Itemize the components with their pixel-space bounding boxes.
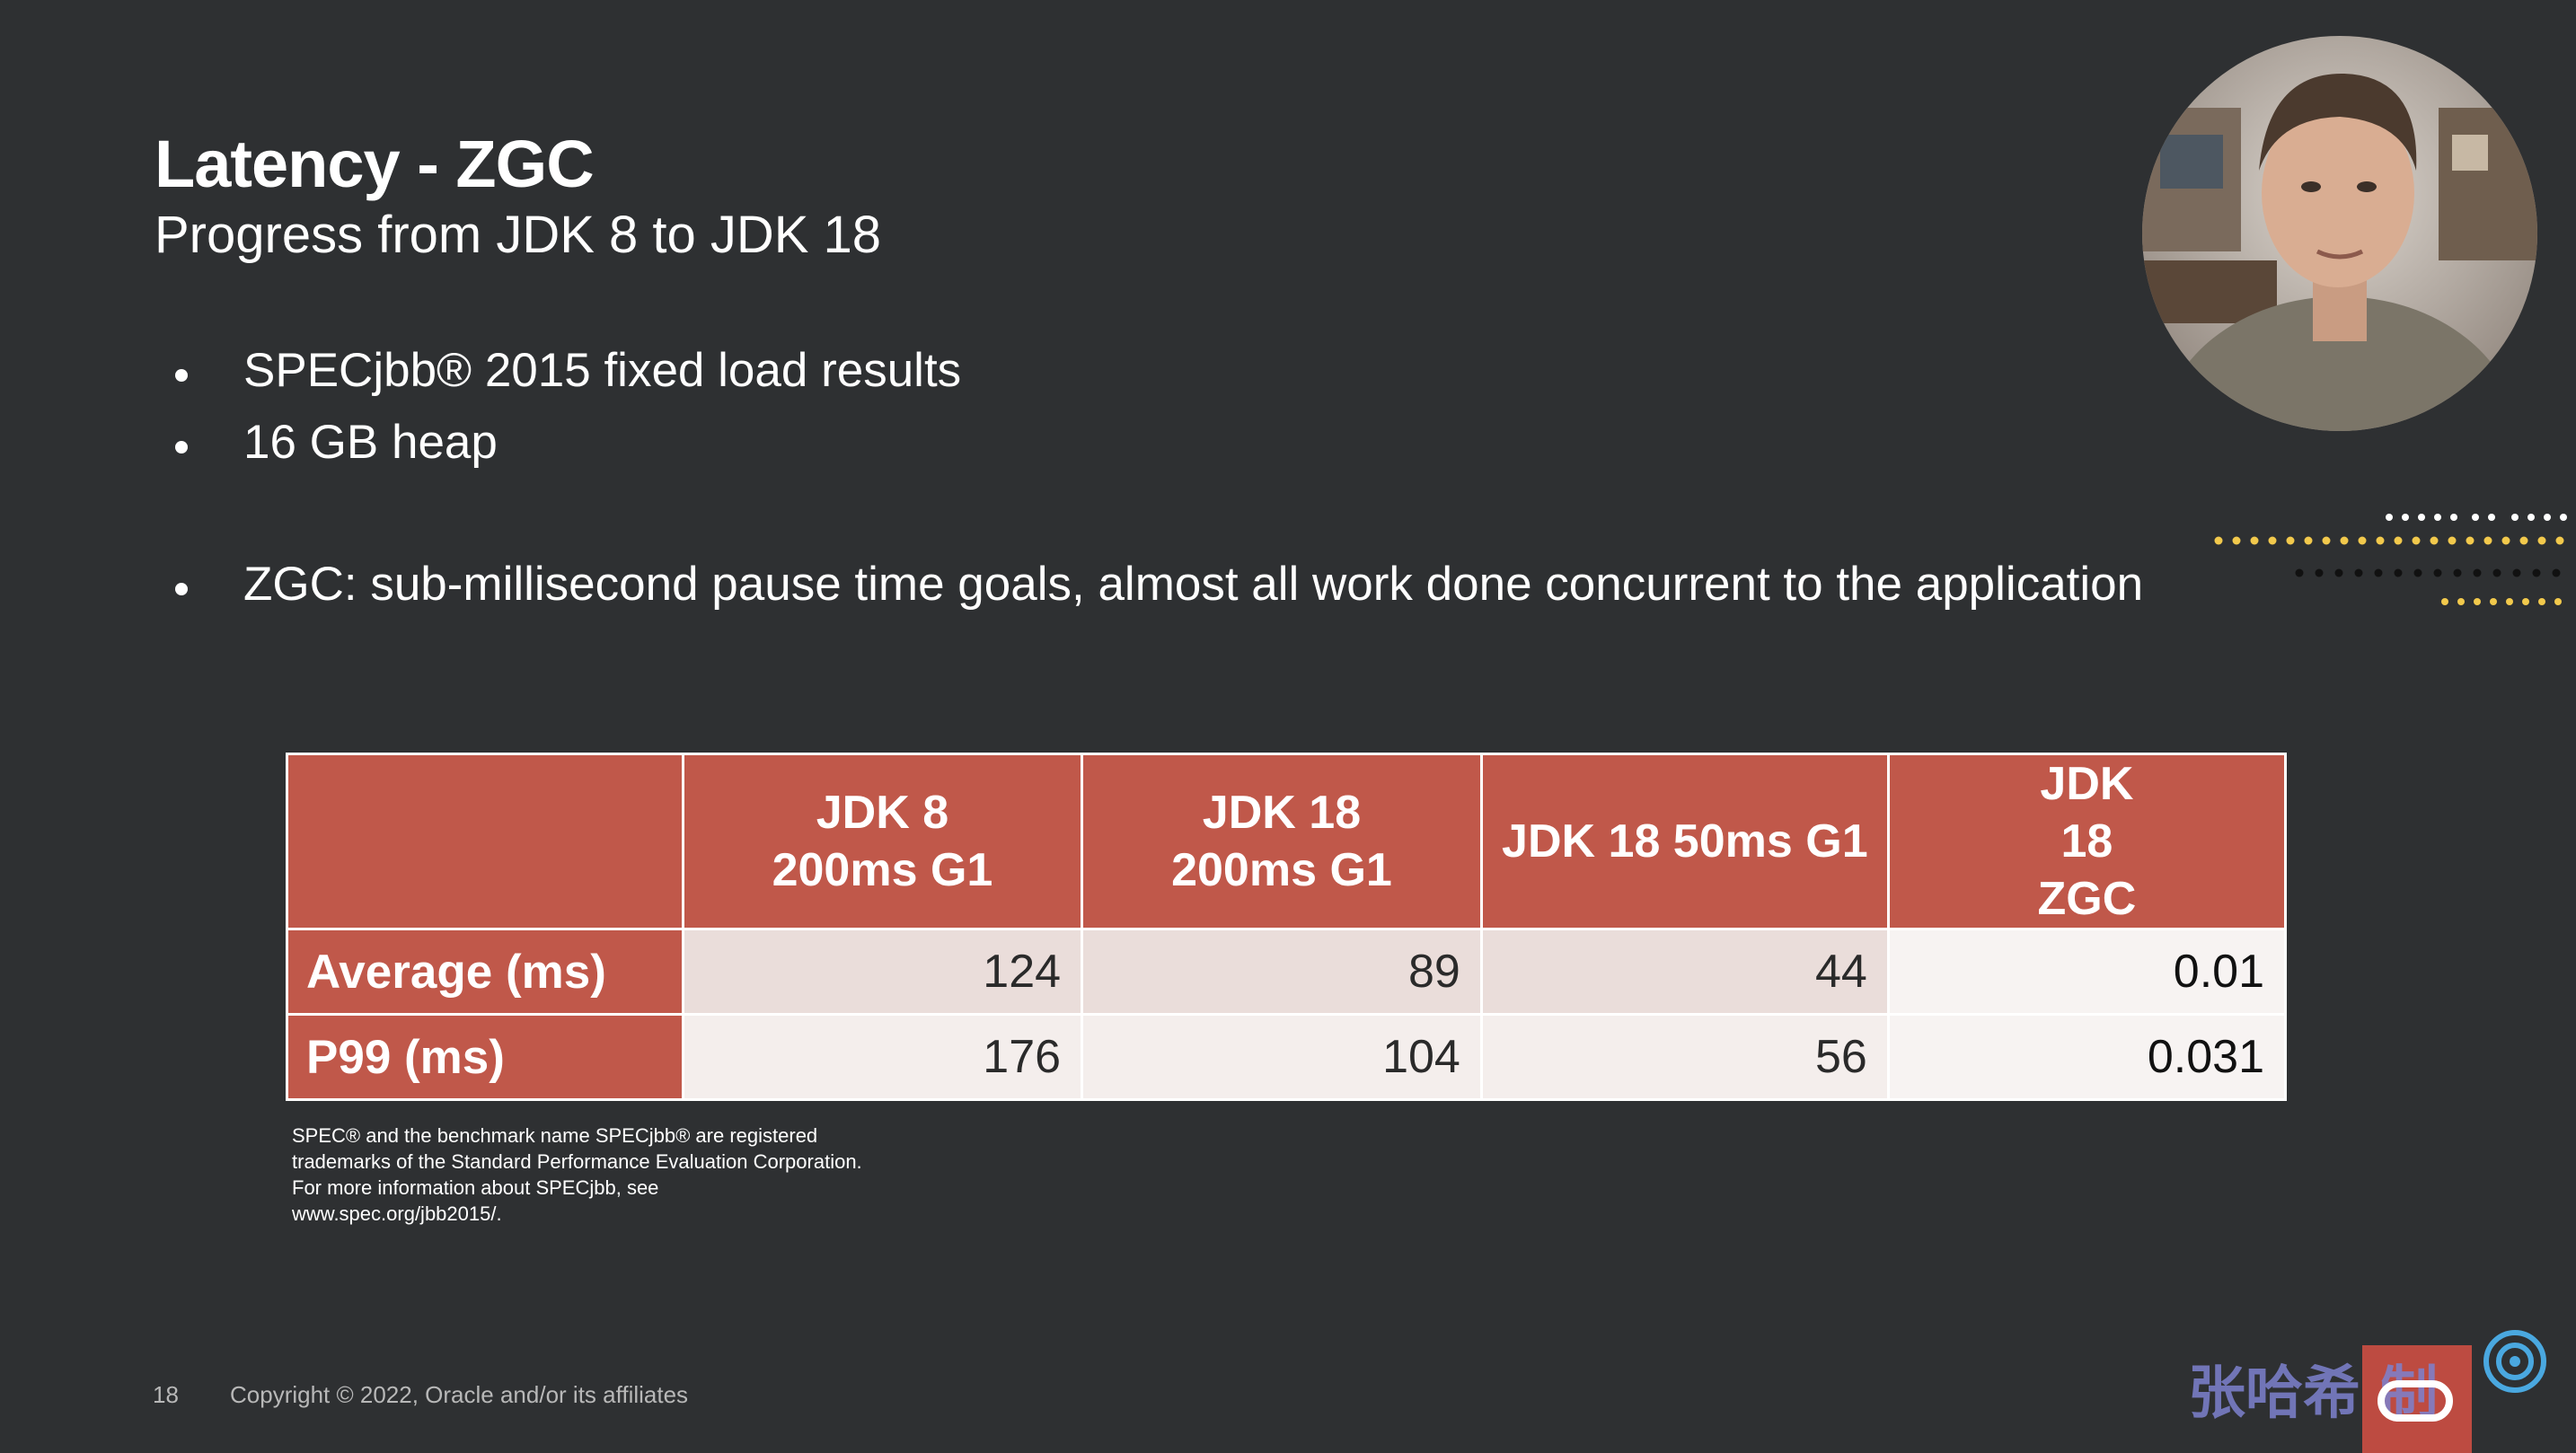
footnote-line: SPEC® and the benchmark name SPECjbb® ar… (292, 1124, 818, 1147)
footnote-line: trademarks of the Standard Performance E… (292, 1150, 862, 1173)
header-label: JDK 18 ZGC (2037, 758, 2137, 925)
header-label: JDK 18 50ms G1 (1502, 815, 1868, 867)
bullet-item: 16 GB heap (175, 415, 498, 470)
table-cell: 44 (1479, 928, 1890, 1016)
table-row: Average (ms) 124 89 44 0.01 (286, 928, 2288, 1016)
footnote-line: www.spec.org/jbb2015/. (292, 1202, 502, 1225)
table-cell: 104 (1081, 1013, 1483, 1101)
row-label: Average (ms) (286, 928, 684, 1016)
bullet-item: SPECjbb® 2015 fixed load results (175, 343, 961, 398)
watermark-logo-icon (2483, 1330, 2546, 1393)
bullet-text: ZGC: sub-millisecond pause time goals, a… (243, 558, 2144, 611)
table-header-cell (286, 753, 684, 930)
bullet-dot-icon (175, 440, 188, 454)
webcam-video-icon (2142, 36, 2537, 431)
table-header-cell: JDK 18 50ms G1 (1479, 753, 1890, 930)
table-header-cell: JDK 8 200ms G1 (681, 753, 1084, 930)
bullet-dot-icon (175, 368, 188, 382)
oracle-logo-icon (2378, 1380, 2453, 1422)
table-cell: 0.01 (1886, 928, 2288, 1016)
bullet-text: SPECjbb® 2015 fixed load results (243, 344, 962, 397)
bullet-text: 16 GB heap (243, 416, 498, 469)
table-cell: 176 (681, 1013, 1084, 1101)
bullet-item: ZGC: sub-millisecond pause time goals, a… (175, 557, 2143, 612)
table-cell: 89 (1081, 928, 1483, 1016)
results-table: JDK 8 200ms G1 JDK 18 200ms G1 JDK 18 50… (286, 753, 2288, 1101)
page-number: 18 (153, 1381, 179, 1408)
footnote-line: For more information about SPECjbb, see (292, 1176, 659, 1199)
table-header-cell: JDK 18 ZGC (1886, 753, 2288, 930)
row-label: P99 (ms) (286, 1013, 684, 1101)
decorative-dots-icon (2214, 514, 2567, 605)
header-label: JDK 8 200ms G1 (772, 787, 993, 896)
table-cell: 0.031 (1886, 1013, 2288, 1101)
footnote: SPEC® and the benchmark name SPECjbb® ar… (292, 1123, 975, 1227)
table-header-cell: JDK 18 200ms G1 (1081, 753, 1483, 930)
header-label: JDK 18 200ms G1 (1171, 787, 1392, 896)
bullet-dot-icon (175, 582, 188, 595)
table-cell: 56 (1479, 1013, 1890, 1101)
copyright-text: Copyright © 2022, Oracle and/or its affi… (230, 1381, 689, 1408)
slide-subtitle: Progress from JDK 8 to JDK 18 (154, 206, 882, 264)
slide-title: Latency - ZGC (154, 127, 595, 201)
table-cell: 124 (681, 928, 1084, 1016)
table-row: P99 (ms) 176 104 56 0.031 (286, 1013, 2288, 1101)
table-header-row: JDK 8 200ms G1 JDK 18 200ms G1 JDK 18 50… (286, 753, 2288, 930)
